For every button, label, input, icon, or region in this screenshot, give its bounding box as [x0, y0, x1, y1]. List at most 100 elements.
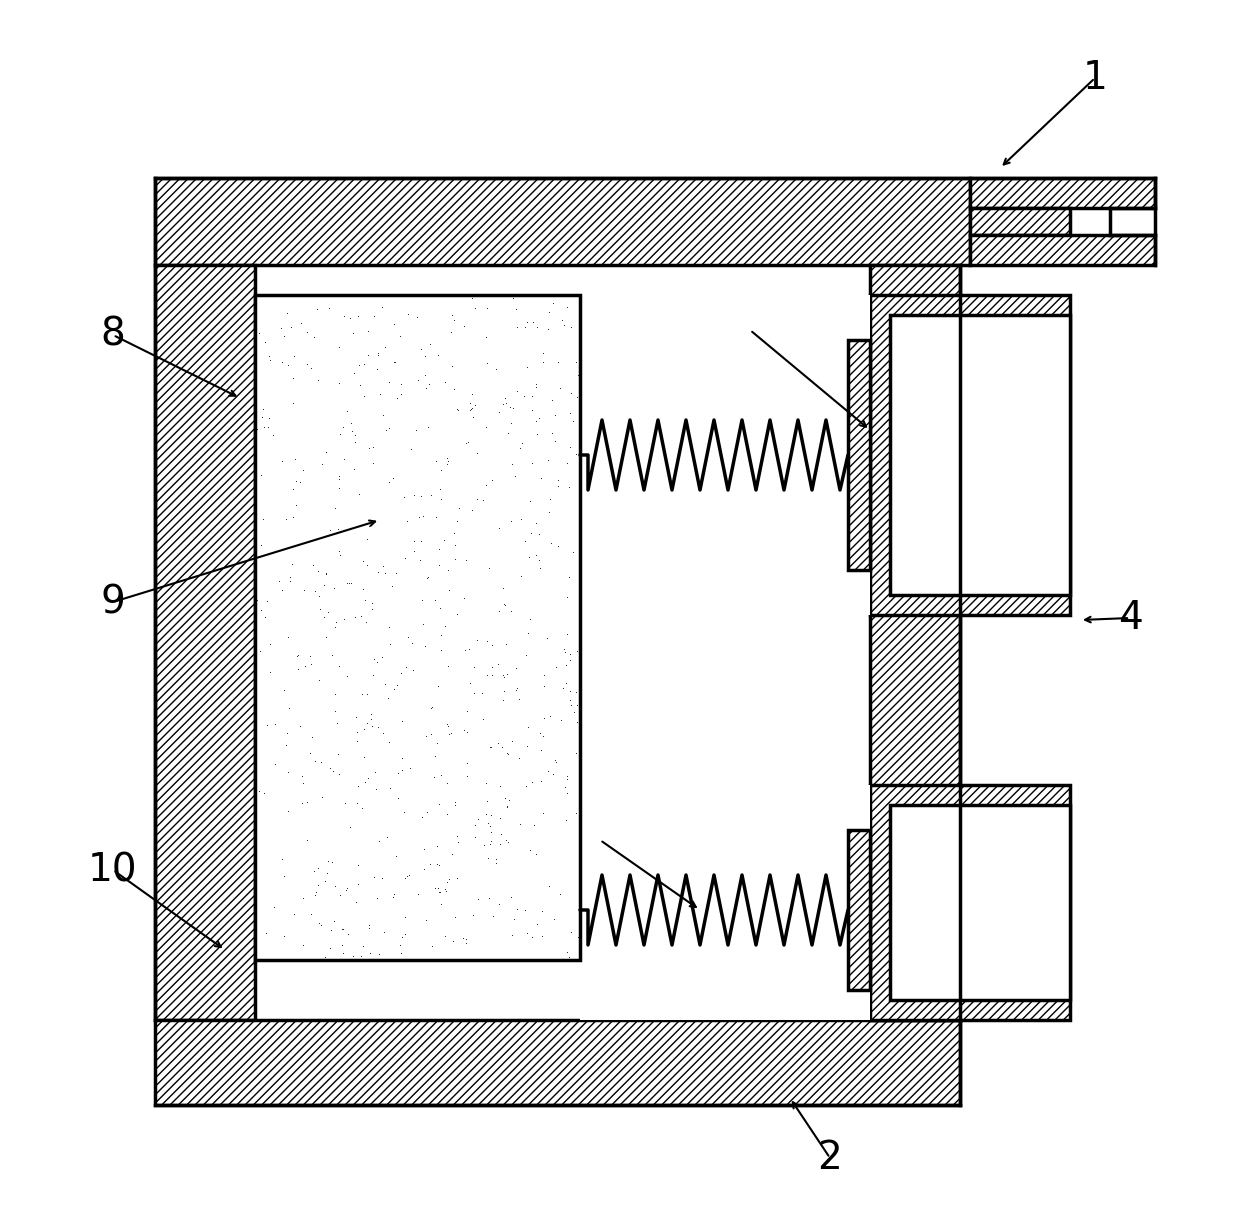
Point — [472, 490, 492, 510]
Point — [456, 551, 476, 570]
Point — [391, 326, 410, 345]
Point — [496, 635, 516, 654]
Point — [418, 418, 438, 437]
Point — [370, 385, 389, 404]
Point — [517, 736, 537, 756]
Point — [294, 581, 314, 601]
Point — [290, 472, 310, 492]
Point — [429, 856, 449, 876]
Point — [560, 650, 580, 670]
Point — [372, 298, 392, 317]
Point — [274, 867, 294, 886]
Point — [325, 701, 345, 721]
Point — [549, 884, 569, 903]
Point — [455, 641, 475, 660]
Point — [383, 884, 403, 903]
Point — [285, 449, 305, 469]
Point — [546, 750, 565, 769]
Point — [363, 649, 383, 668]
Point — [480, 816, 500, 836]
Bar — [580, 785, 870, 1020]
Point — [507, 317, 527, 337]
Point — [335, 793, 355, 813]
Bar — [890, 805, 1070, 1000]
Point — [438, 873, 458, 893]
Point — [378, 472, 398, 492]
Point — [481, 665, 501, 684]
Point — [480, 558, 500, 578]
Point — [404, 541, 424, 561]
Point — [319, 602, 339, 621]
Point — [456, 767, 476, 786]
Point — [296, 322, 316, 342]
Point — [353, 552, 373, 572]
Point — [317, 851, 337, 871]
Point — [551, 711, 570, 730]
Point — [347, 776, 367, 796]
Point — [480, 834, 500, 854]
Point — [291, 767, 311, 786]
Point — [368, 343, 388, 362]
Point — [272, 352, 291, 372]
Point — [397, 867, 417, 886]
Point — [515, 317, 534, 337]
Point — [559, 567, 579, 586]
Point — [445, 792, 465, 811]
Point — [448, 401, 467, 420]
Point — [538, 320, 558, 339]
Point — [567, 642, 587, 661]
Point — [522, 400, 542, 419]
Point — [306, 883, 326, 902]
Point — [362, 716, 382, 735]
Point — [534, 665, 554, 684]
Point — [489, 733, 508, 752]
Point — [432, 894, 451, 913]
Point — [502, 454, 522, 474]
Point — [308, 299, 327, 318]
Point — [383, 888, 403, 907]
Point — [472, 710, 492, 729]
Point — [288, 645, 308, 665]
Point — [346, 707, 366, 727]
Point — [428, 878, 448, 897]
Point — [496, 830, 516, 849]
Point — [396, 549, 415, 568]
Point — [373, 406, 393, 425]
Point — [532, 901, 552, 920]
Point — [367, 888, 387, 907]
Point — [497, 744, 517, 763]
Text: 2: 2 — [817, 1140, 842, 1177]
Point — [446, 400, 466, 419]
Point — [486, 854, 506, 873]
Point — [529, 524, 549, 544]
Point — [305, 751, 325, 770]
Point — [396, 658, 415, 677]
Point — [329, 469, 348, 488]
Point — [482, 906, 502, 925]
Point — [408, 371, 428, 390]
Point — [417, 569, 436, 589]
Point — [464, 906, 484, 925]
Point — [520, 547, 539, 567]
Point — [278, 356, 298, 375]
Point — [510, 438, 529, 458]
Point — [368, 831, 388, 850]
Point — [257, 591, 277, 610]
Point — [325, 876, 345, 895]
Point — [505, 909, 525, 929]
Point — [422, 486, 441, 505]
Point — [435, 882, 455, 901]
Point — [438, 448, 458, 467]
Point — [456, 932, 476, 952]
Point — [310, 599, 330, 619]
Bar — [848, 830, 870, 991]
Point — [347, 731, 367, 751]
Point — [358, 321, 378, 340]
Point — [563, 543, 583, 562]
Point — [402, 633, 422, 653]
Point — [259, 408, 279, 427]
Point — [414, 839, 434, 859]
Point — [505, 466, 525, 486]
Point — [495, 682, 515, 701]
Point — [362, 593, 382, 613]
